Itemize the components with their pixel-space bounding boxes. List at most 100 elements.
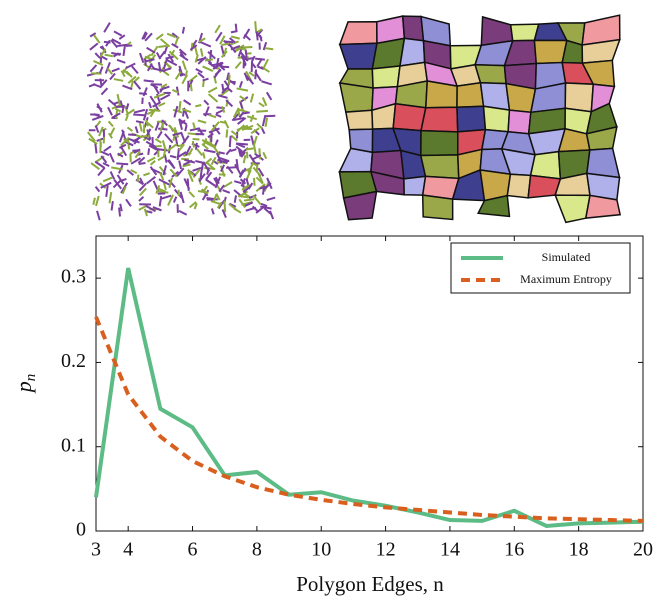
fiber (116, 58, 126, 64)
fiber (244, 49, 248, 58)
x-tick-label: 16 (504, 539, 524, 561)
fiber (177, 143, 185, 148)
fiber (173, 105, 179, 118)
fiber (228, 37, 236, 44)
fiber (141, 31, 147, 40)
fiber (89, 64, 98, 73)
fiber (265, 91, 273, 101)
fiber (159, 122, 165, 132)
fiber (94, 52, 101, 59)
fiber (236, 124, 245, 133)
cell (338, 82, 374, 113)
cell (338, 42, 378, 70)
fiber (120, 136, 130, 147)
fiber (242, 192, 251, 198)
fiber (255, 57, 265, 61)
fiber (107, 98, 117, 107)
fiber (89, 42, 99, 51)
fiber (162, 165, 168, 176)
fiber (94, 186, 101, 193)
fiber (157, 62, 162, 71)
fiber (238, 148, 243, 156)
fiber (159, 38, 171, 48)
fiber (114, 107, 122, 113)
fiber (194, 46, 199, 56)
fiber (235, 145, 243, 153)
fiber (219, 35, 226, 45)
fiber (252, 194, 262, 206)
fiber (124, 114, 129, 122)
fiber (216, 201, 223, 209)
fiber (139, 177, 145, 185)
fiber (150, 143, 160, 152)
fiber (120, 146, 128, 157)
fiber (224, 40, 234, 44)
fiber (124, 105, 129, 114)
cell (476, 194, 511, 218)
fiber (222, 189, 231, 194)
fiber (181, 74, 189, 85)
fiber (178, 100, 182, 112)
y-tick-label: 0 (76, 519, 86, 541)
fiber (255, 205, 266, 214)
fiber (155, 52, 162, 60)
fiber (212, 194, 218, 203)
cell (564, 82, 595, 113)
fiber (158, 102, 166, 107)
fiber (219, 165, 226, 177)
fiber (130, 80, 134, 90)
fiber (146, 129, 152, 140)
fiber (225, 99, 234, 108)
fiber (90, 162, 101, 170)
fiber (204, 58, 214, 62)
fiber (107, 120, 114, 128)
fiber (210, 200, 221, 205)
fiber (116, 162, 129, 166)
cell (338, 20, 378, 46)
fiber (88, 137, 98, 145)
fiber (189, 127, 200, 132)
fiber (254, 69, 258, 80)
fiber (233, 195, 238, 203)
fiber (239, 51, 249, 62)
fiber (250, 127, 260, 135)
fiber (99, 48, 107, 58)
fiber (237, 46, 247, 51)
fiber (148, 144, 158, 151)
fiber (252, 177, 256, 186)
fiber (113, 78, 124, 82)
fiber (243, 201, 254, 208)
fiber (212, 145, 221, 156)
fiber (222, 159, 230, 163)
fiber (256, 58, 263, 67)
fiber (143, 172, 151, 177)
fiber (147, 148, 151, 155)
fiber (121, 186, 127, 195)
fiber (215, 193, 221, 201)
fiber (182, 159, 193, 166)
fiber (193, 202, 198, 210)
fiber (262, 151, 268, 160)
fiber (242, 154, 247, 164)
cell (456, 81, 485, 109)
fiber (148, 101, 152, 109)
fiber (250, 135, 255, 146)
fiber (239, 101, 244, 109)
fiber (178, 209, 188, 216)
fiber (261, 115, 267, 127)
fiber (207, 93, 219, 103)
fiber (225, 148, 232, 156)
fiber (230, 148, 237, 153)
x-axis-label: Polygon Edges, n (296, 572, 444, 596)
fiber (100, 150, 110, 157)
fiber (130, 169, 138, 175)
fiber (197, 127, 204, 135)
fiber (207, 51, 216, 60)
fiber (159, 85, 170, 91)
fiber (187, 171, 194, 183)
fiber (247, 182, 254, 190)
x-tick-label: 12 (376, 539, 396, 561)
cell (392, 102, 427, 132)
fiber (167, 194, 174, 206)
